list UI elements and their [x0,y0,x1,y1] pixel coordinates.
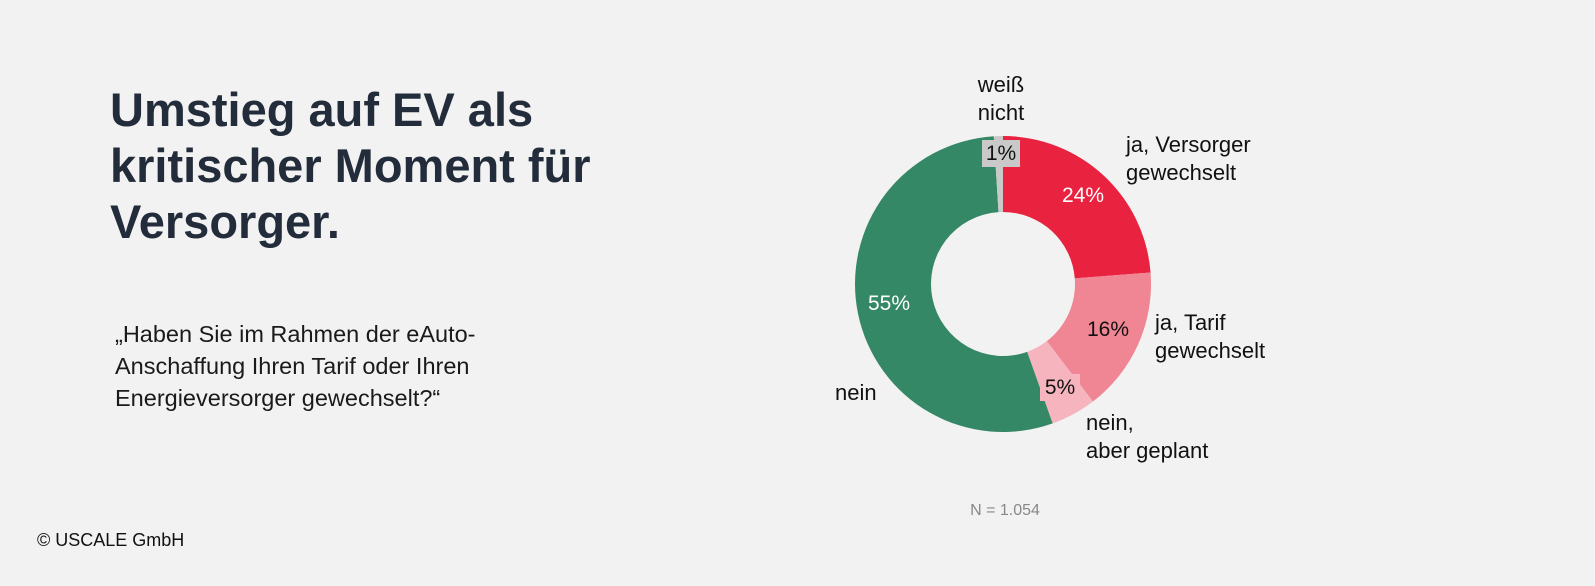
percent-label: 1% [986,142,1016,165]
percent-label-background [1040,374,1080,401]
donut-slice [1046,272,1151,402]
slice-label: nein, aber geplant [1086,410,1208,463]
percent-label: 16% [1087,318,1129,341]
percent-label: 24% [1062,184,1104,207]
slice-label: ja, Versorger gewechselt [1125,132,1251,185]
chart-title: Umstieg auf EV als kritischer Moment für… [110,83,591,248]
slice-label: weiß nicht [977,72,1024,125]
sample-size-note: N = 1.054 [970,502,1040,519]
donut-slice [855,136,1053,432]
percent-label: 55% [868,292,910,315]
percent-label-background [982,140,1020,167]
donut-slice [1003,136,1151,279]
survey-question: „Haben Sie im Rahmen der eAuto-Anschaffu… [115,321,476,411]
percent-label: 5% [1045,376,1075,399]
copyright: © USCALE GmbH [37,530,185,550]
slice-label: nein [835,380,877,405]
slice-label: ja, Tarif gewechselt [1154,310,1265,363]
